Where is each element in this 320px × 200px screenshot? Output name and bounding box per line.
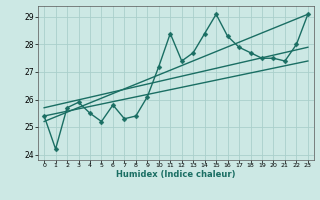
X-axis label: Humidex (Indice chaleur): Humidex (Indice chaleur) <box>116 170 236 179</box>
